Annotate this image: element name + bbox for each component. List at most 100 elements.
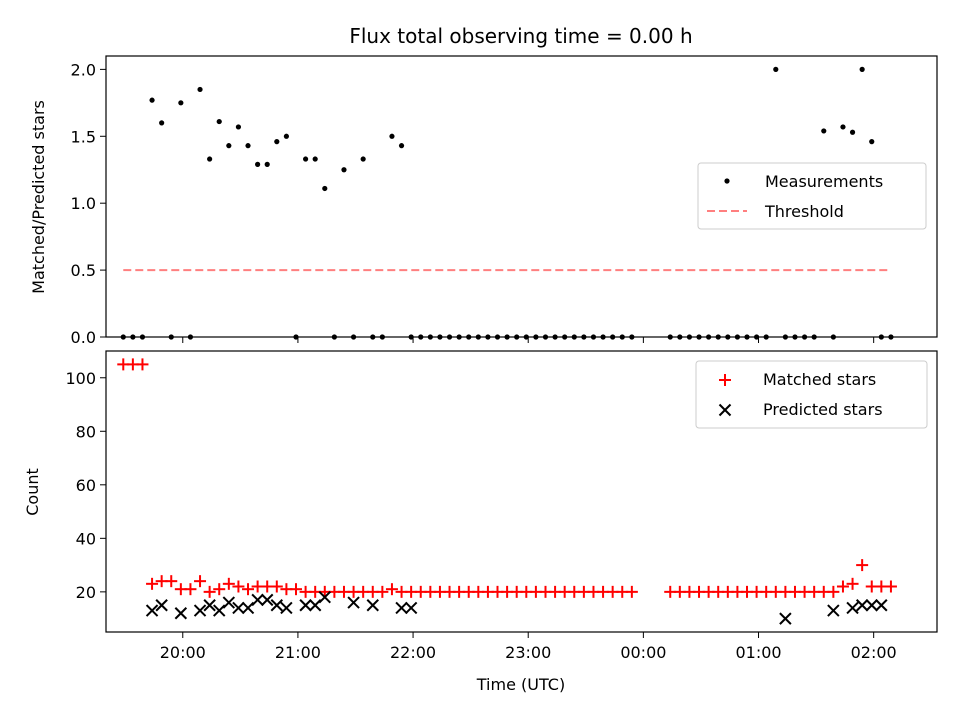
- legend-matched-label: Matched stars: [763, 370, 876, 389]
- top-plot-frame: [105, 55, 938, 338]
- bottom-matched-point: [146, 577, 159, 590]
- top-y-tick-label: 1.5: [71, 127, 96, 146]
- top-measurement-point: [216, 118, 222, 125]
- bottom-predicted-point: [395, 601, 408, 615]
- bottom-subplot: 20 40 60 80 100 20:00 21:00 22:00 23:00 00:00 01:…: [23, 350, 938, 694]
- top-y-tick-label: 2.0: [71, 60, 96, 79]
- legend-measurements-marker: [724, 178, 730, 184]
- top-measurement-point: [840, 124, 846, 130]
- bottom-matched-point: [213, 583, 226, 596]
- top-measurement-point: [264, 161, 270, 167]
- bottom-predicted-point: [299, 599, 312, 612]
- x-tick-label: 20:00: [160, 643, 206, 662]
- bottom-predicted-point: [865, 599, 878, 612]
- top-measurement-point: [159, 120, 165, 126]
- legend-threshold-label: Threshold: [764, 202, 844, 221]
- legend-matched-marker: [719, 374, 731, 386]
- bottom-matched-point: [184, 583, 197, 596]
- bottom-predicted-point: [155, 599, 168, 612]
- bottom-matched-point: [385, 583, 398, 596]
- bottom-predicted-point: [241, 601, 255, 615]
- bottom-predicted-point: [318, 591, 331, 604]
- top-measurement-point: [255, 161, 261, 167]
- top-measurement-point: [849, 129, 856, 135]
- bottom-y-tick-label: 40: [76, 529, 96, 548]
- bottom-predicted-point: [308, 599, 322, 612]
- top-measurement-point: [274, 139, 280, 145]
- bottom-matched-point: [194, 575, 207, 588]
- legend-measurements-label: Measurements: [765, 172, 883, 191]
- bottom-matched-point: [242, 583, 255, 596]
- top-measurement-point: [226, 143, 232, 149]
- top-measurement-point: [322, 185, 328, 192]
- top-y-ticks: 0.0 0.5 1.0 1.5 2.0: [71, 60, 106, 347]
- top-subplot: 0.00.51.01.52.0 Matched/Predicted stars …: [29, 55, 938, 347]
- bottom-matched-point: [289, 583, 302, 596]
- bottom-matched-point: [270, 580, 283, 593]
- bottom-predicted-point: [366, 599, 379, 612]
- bottom-predicted-point: [251, 593, 264, 607]
- bottom-predicted-point: [855, 599, 869, 612]
- bottom-predicted-point: [270, 599, 284, 612]
- bottom-predicted-point: [193, 604, 207, 617]
- chart-title: Flux total observing time = 0.00 h: [349, 24, 692, 48]
- legend-predicted-marker: [718, 403, 732, 417]
- top-measurement-point: [341, 167, 347, 173]
- bottom-matched-point: [625, 585, 638, 598]
- top-measurement-point: [302, 156, 309, 162]
- top-measurement-point: [360, 156, 366, 162]
- top-y-tick-label: 0.0: [71, 328, 96, 347]
- top-legend: Measurements Threshold: [697, 162, 927, 230]
- top-measurement-point: [197, 86, 203, 93]
- x-tick-label: 23:00: [505, 643, 551, 662]
- top-measurement-point: [235, 124, 242, 130]
- bottom-legend: Matched stars Predicted stars: [695, 360, 928, 429]
- bottom-matched-point: [222, 577, 235, 590]
- top-legend-box: [697, 162, 927, 230]
- bottom-y-tick-label: 80: [76, 422, 96, 441]
- bottom-legend-box: [695, 360, 928, 429]
- bottom-predicted-point: [232, 601, 245, 615]
- x-tick-label: 22:00: [390, 643, 436, 662]
- top-y-axis-label: Matched/Predicted stars: [29, 100, 48, 294]
- bottom-predicted-point: [203, 599, 216, 612]
- top-measurement-point: [389, 133, 395, 139]
- top-x-ticks: [182, 337, 875, 343]
- bottom-predicted-point: [174, 607, 188, 620]
- x-tick-label: 02:00: [851, 643, 897, 662]
- bottom-predicted-point: [779, 612, 792, 625]
- top-measurement-point: [869, 139, 875, 145]
- bottom-predicted-point: [261, 593, 274, 607]
- top-data-marks: [120, 66, 894, 340]
- top-measurement-point: [178, 100, 184, 106]
- top-measurement-point: [312, 156, 318, 162]
- top-measurement-point: [773, 66, 779, 72]
- bottom-predicted-point: [280, 601, 293, 615]
- bottom-predicted-point: [347, 596, 360, 609]
- x-tick-label: 01:00: [735, 643, 781, 662]
- legend-predicted-label: Predicted stars: [763, 400, 883, 419]
- top-measurement-point: [207, 156, 213, 162]
- bottom-data-marks: [117, 358, 897, 625]
- x-axis-label: Time (UTC): [476, 675, 565, 694]
- bottom-matched-point: [376, 585, 389, 598]
- bottom-y-tick-label: 100: [65, 369, 96, 388]
- top-measurement-point: [149, 97, 155, 103]
- bottom-matched-point: [856, 559, 869, 572]
- top-y-tick-label: 1.0: [71, 194, 96, 213]
- x-tick-label: 21:00: [275, 643, 321, 662]
- x-tick-label: 00:00: [620, 643, 666, 662]
- bottom-matched-point: [827, 585, 840, 598]
- bottom-matched-point: [203, 585, 216, 598]
- top-measurement-point: [859, 66, 865, 72]
- bottom-predicted-point: [404, 601, 418, 615]
- top-measurement-point: [283, 133, 290, 139]
- bottom-x-ticks: 20:00 21:00 22:00 23:00 00:00 01:00 02:00: [160, 632, 897, 662]
- top-y-tick-label: 0.5: [71, 261, 96, 280]
- bottom-y-axis-label: Count: [23, 468, 42, 516]
- bottom-predicted-point: [145, 604, 159, 617]
- bottom-predicted-point: [827, 604, 840, 617]
- bottom-predicted-point: [875, 599, 888, 612]
- bottom-predicted-point: [846, 601, 859, 615]
